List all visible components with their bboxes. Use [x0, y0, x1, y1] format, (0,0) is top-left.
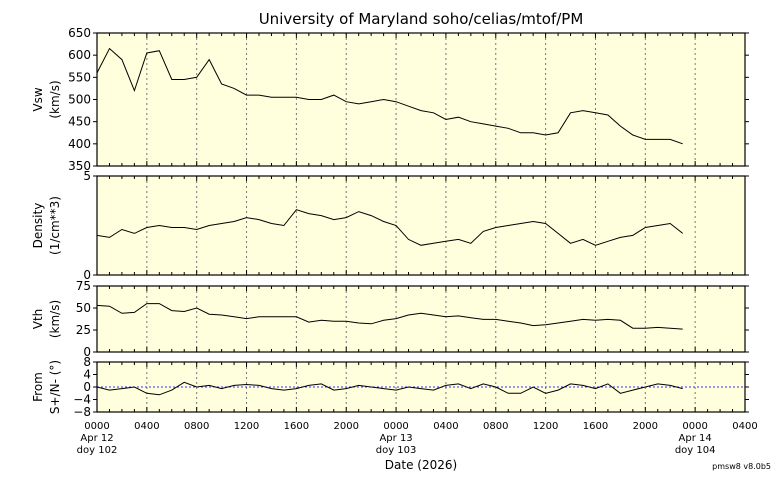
from-y-label-1: From [31, 372, 45, 402]
density-y-tick-label: 0 [83, 268, 91, 282]
vth-y-tick-label: 75 [76, 279, 91, 293]
x-tick-label: 1600 [284, 421, 309, 432]
vsw-plot-area [97, 33, 745, 166]
density-y-tick-label: 5 [83, 169, 91, 183]
chart-title: University of Maryland soho/celias/mtof/… [258, 10, 584, 28]
vsw-y-tick-label: 500 [68, 93, 91, 107]
vsw-y-tick-label: 550 [68, 70, 91, 84]
vth-y-tick-label: 25 [76, 323, 91, 337]
x-tick-label: 1200 [533, 421, 558, 432]
x-tick-label: 0400 [732, 421, 757, 432]
x-tick-label: 1600 [583, 421, 608, 432]
date-label: Apr 14 [679, 433, 712, 444]
x-tick-label: 0000 [383, 421, 408, 432]
doy-label: doy 104 [675, 445, 716, 456]
vth-y-label-2: (km/s) [48, 300, 62, 338]
version-label: pmsw8 v8.0b5 [712, 462, 771, 471]
vsw-y-tick-label: 600 [68, 48, 91, 62]
x-tick-label: 0800 [184, 421, 209, 432]
x-tick-label: 2000 [633, 421, 658, 432]
from-y-tick-label: 0 [83, 380, 91, 394]
vsw-y-tick-label: 450 [68, 115, 91, 129]
from-y-tick-label: 8 [83, 355, 91, 369]
doy-label: doy 103 [376, 445, 417, 456]
x-tick-label: 0000 [84, 421, 109, 432]
x-tick-label: 0400 [433, 421, 458, 432]
vsw-y-label-1: Vsw [31, 87, 45, 111]
x-tick-label: 2000 [334, 421, 359, 432]
x-axis-label: Date (2026) [384, 458, 458, 472]
x-tick-label: 1200 [234, 421, 259, 432]
from-y-tick-label: −4 [73, 393, 91, 407]
density-series-line [96, 209, 684, 246]
vth-plot-area [97, 286, 745, 352]
vsw-y-tick-label: 350 [68, 159, 91, 173]
from-y-tick-label: 4 [83, 368, 91, 382]
x-tick-label: 0800 [483, 421, 508, 432]
vth-y-tick-label: 0 [83, 345, 91, 359]
density-plot-area [97, 176, 745, 275]
vth-y-label-1: Vth [31, 309, 45, 330]
from-series-line [96, 381, 683, 396]
vth-series-line [96, 303, 683, 330]
vsw-y-tick-label: 650 [68, 26, 91, 40]
x-tick-label: 0000 [682, 421, 707, 432]
date-label: Apr 13 [379, 433, 412, 444]
vsw-series-line [96, 47, 683, 145]
date-label: Apr 12 [80, 433, 113, 444]
density-y-label-1: Density [31, 203, 45, 249]
density-y-label-2: (1/cm**3) [48, 196, 62, 255]
x-tick-label: 0400 [134, 421, 159, 432]
vsw-y-tick-label: 400 [68, 137, 91, 151]
from-y-label-2: S+/N- (°) [48, 360, 62, 414]
vth-y-tick-label: 50 [76, 301, 91, 315]
vsw-y-label-2: (km/s) [48, 80, 62, 118]
from-y-tick-label: −8 [73, 405, 91, 419]
doy-label: doy 102 [77, 445, 118, 456]
